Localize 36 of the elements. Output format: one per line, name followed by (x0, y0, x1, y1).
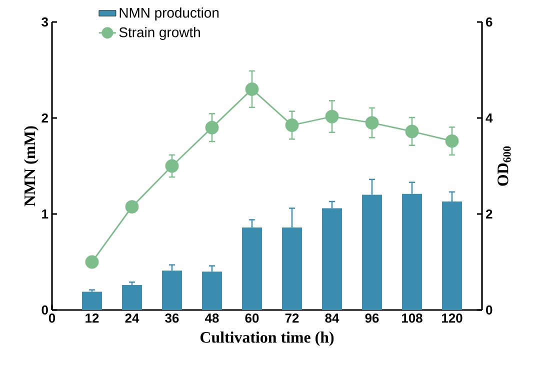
x-tick-label: 48 (205, 314, 219, 323)
y-tick-label: 2 (42, 113, 48, 123)
point (445, 134, 459, 148)
y2-tick-label: 2 (486, 209, 492, 219)
y-tick-label: 0 (42, 305, 48, 315)
x-tick-label: 84 (325, 314, 340, 323)
point (325, 110, 339, 124)
point (205, 120, 219, 134)
point (165, 159, 179, 173)
x-tick-label: 72 (285, 314, 299, 323)
y2-tick-label: 4 (486, 114, 493, 122)
point (365, 116, 379, 130)
point (245, 82, 259, 96)
y-axis-title: NMN (mM) (24, 126, 38, 206)
legend-label: Strain growth (119, 27, 200, 40)
x-tick-label: 24 (125, 314, 140, 323)
x-tick-label: 12 (86, 314, 99, 323)
y-tick-label: 3 (42, 17, 48, 27)
point (125, 200, 139, 214)
x-axis-title: Cultivation time (h) (200, 332, 334, 346)
y2-tick-label: 6 (486, 17, 492, 27)
y2-tick-label: 0 (486, 305, 492, 315)
legend-label: NMN production (120, 7, 219, 20)
point (85, 255, 99, 269)
y2-axis-title: OD$_{600}$ (498, 146, 511, 186)
point (405, 124, 419, 138)
bar (122, 285, 142, 310)
x-tick-label: 120 (442, 314, 462, 323)
x-tick-label: 60 (245, 314, 259, 323)
x-tick-label: 96 (365, 314, 379, 323)
y-tick-label: 1 (42, 210, 48, 218)
bar (82, 292, 102, 310)
point (285, 118, 299, 132)
x-tick-label: 0 (48, 314, 56, 323)
x-tick-label: 36 (165, 314, 179, 323)
x-tick-label: 108 (402, 314, 422, 323)
